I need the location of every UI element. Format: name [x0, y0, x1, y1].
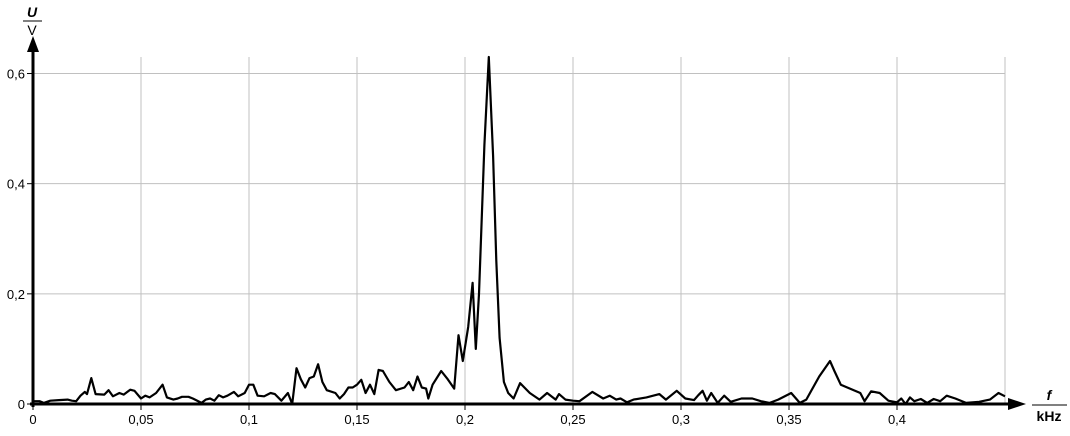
y-tick-label: 0,4 — [7, 177, 25, 192]
grid — [33, 57, 1006, 404]
x-tick-label: 0,2 — [456, 412, 474, 427]
x-tick-label: 0,05 — [128, 412, 153, 427]
x-tick-label: 0 — [29, 412, 36, 427]
x-tick-label: 0,15 — [344, 412, 369, 427]
ticks: 0 0,05 0,1 0,15 0,2 0,25 0,3 0,35 0,4 0 0,2 0,4 0,6 — [7, 67, 906, 427]
series-line — [33, 55, 1006, 406]
x-tick-label: 0,1 — [240, 412, 258, 427]
y-tick-label: 0,6 — [7, 67, 25, 82]
x-tick-label: 0,35 — [776, 412, 801, 427]
y-tick-label: 0,2 — [7, 287, 25, 302]
x-axis-unit: kHz — [1037, 408, 1062, 424]
y-axis-unit: V — [27, 22, 37, 38]
x-tick-label: 0,3 — [672, 412, 690, 427]
x-axis-arrow-icon — [1008, 398, 1026, 410]
y-tick-label: 0 — [18, 397, 25, 412]
y-axis-symbol: U — [27, 4, 38, 20]
y-axis-arrow-icon — [27, 36, 39, 52]
x-tick-label: 0,4 — [888, 412, 906, 427]
x-axis-symbol: f — [1047, 387, 1053, 403]
x-tick-label: 0,25 — [560, 412, 585, 427]
